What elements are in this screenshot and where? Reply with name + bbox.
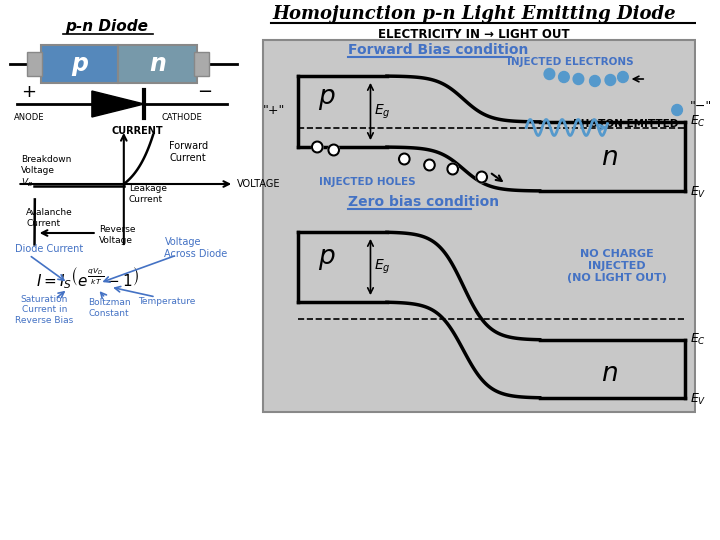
Text: Temperature: Temperature xyxy=(138,296,195,306)
Text: p-n Diode: p-n Diode xyxy=(65,19,148,35)
Text: −: − xyxy=(197,83,212,101)
Bar xyxy=(194,52,209,76)
Text: Forward
Current: Forward Current xyxy=(169,141,208,163)
Bar xyxy=(27,52,42,76)
Text: $E_V$: $E_V$ xyxy=(690,392,706,407)
Text: Forward Bias condition: Forward Bias condition xyxy=(348,43,528,57)
Circle shape xyxy=(399,153,410,165)
Text: INJECTED ELECTRONS: INJECTED ELECTRONS xyxy=(508,57,634,67)
Text: "−": "−" xyxy=(690,99,712,112)
Circle shape xyxy=(312,141,323,152)
Circle shape xyxy=(424,159,435,171)
Text: $I = I_S\left(e^{\frac{qV_D}{kT}} - 1\right)$: $I = I_S\left(e^{\frac{qV_D}{kT}} - 1\ri… xyxy=(35,265,139,291)
Text: n: n xyxy=(601,361,618,387)
Circle shape xyxy=(605,75,616,85)
Text: $E_C$: $E_C$ xyxy=(690,332,706,347)
Text: Voltage
Across Diode: Voltage Across Diode xyxy=(164,237,228,259)
Circle shape xyxy=(672,105,683,116)
Text: Diode Current: Diode Current xyxy=(15,244,84,254)
Text: p: p xyxy=(318,244,336,270)
Text: Saturation
Current in
Reverse Bias: Saturation Current in Reverse Bias xyxy=(15,295,73,325)
Text: Boltzman
Constant: Boltzman Constant xyxy=(88,298,130,318)
Text: Zero bias condition: Zero bias condition xyxy=(348,195,500,209)
Text: Avalanche
Current: Avalanche Current xyxy=(26,208,73,228)
Circle shape xyxy=(328,145,339,156)
Text: +: + xyxy=(22,83,37,101)
Circle shape xyxy=(573,73,584,84)
Text: ELECTRICITY IN → LIGHT OUT: ELECTRICITY IN → LIGHT OUT xyxy=(378,29,570,42)
Text: Leakage
Current: Leakage Current xyxy=(129,184,166,204)
Text: "+": "+" xyxy=(263,104,285,117)
Text: n: n xyxy=(601,145,618,171)
Text: CURRENT: CURRENT xyxy=(112,126,163,136)
Text: p: p xyxy=(318,84,336,110)
Circle shape xyxy=(618,71,629,83)
Circle shape xyxy=(544,69,554,79)
Text: CATHODE: CATHODE xyxy=(161,112,202,122)
Text: NO CHARGE
INJECTED
(NO LIGHT OUT): NO CHARGE INJECTED (NO LIGHT OUT) xyxy=(567,249,667,282)
Text: ANODE: ANODE xyxy=(14,112,44,122)
Circle shape xyxy=(559,71,570,83)
Text: Reverse
Voltage: Reverse Voltage xyxy=(99,225,135,245)
Bar xyxy=(40,45,118,83)
Text: Homojunction p-n Light Emitting Diode: Homojunction p-n Light Emitting Diode xyxy=(272,5,676,23)
Text: Breakdown
Voltage
$V_B$: Breakdown Voltage $V_B$ xyxy=(22,155,72,189)
Text: $E_g$: $E_g$ xyxy=(374,258,391,276)
Text: PHOTON EMITTED: PHOTON EMITTED xyxy=(573,119,678,129)
Text: $E_C$: $E_C$ xyxy=(690,113,706,129)
Circle shape xyxy=(477,172,487,183)
Text: $E_V$: $E_V$ xyxy=(690,185,706,200)
Circle shape xyxy=(590,76,600,86)
Text: INJECTED HOLES: INJECTED HOLES xyxy=(319,177,416,187)
Bar xyxy=(118,45,197,83)
Circle shape xyxy=(447,164,458,174)
Text: $E_g$: $E_g$ xyxy=(374,103,391,120)
Bar xyxy=(263,40,695,412)
Text: p: p xyxy=(71,52,88,76)
Polygon shape xyxy=(92,91,144,117)
Text: n: n xyxy=(149,52,166,76)
Text: VOLTAGE: VOLTAGE xyxy=(237,179,281,189)
